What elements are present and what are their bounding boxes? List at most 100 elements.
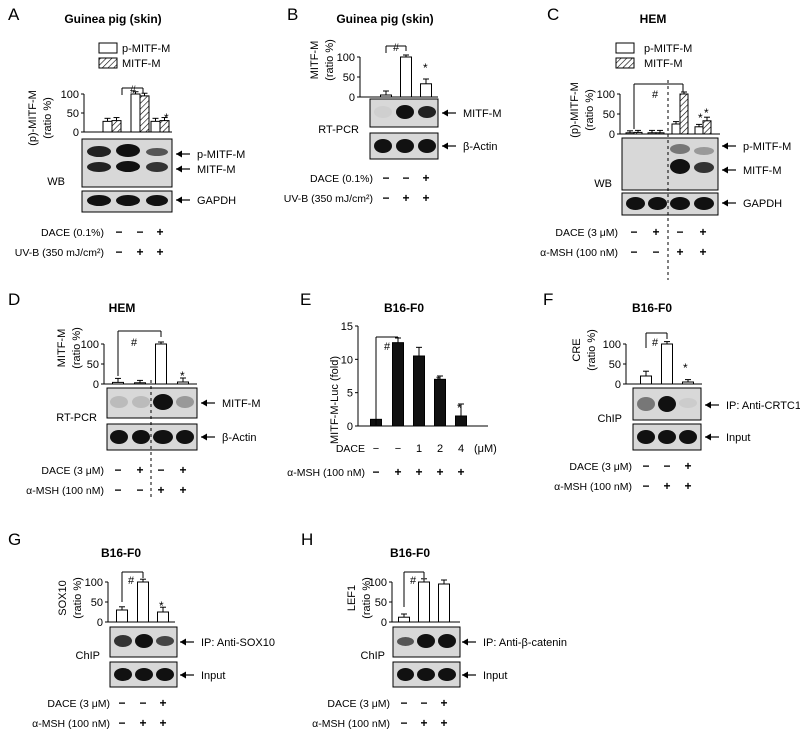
condition-value: + — [663, 479, 670, 493]
sig-marker: * — [180, 369, 185, 383]
panel-letter-E: E — [300, 290, 311, 309]
arrow-head — [462, 638, 468, 646]
band — [87, 162, 111, 172]
blot-label: IP: Anti-SOX10 — [201, 637, 275, 649]
arrow-head — [705, 401, 711, 409]
y-axis-label: MITF-M — [56, 329, 68, 367]
condition-value: − — [395, 443, 401, 455]
arrow-head — [722, 166, 728, 174]
bar-F-value — [640, 375, 652, 385]
condition-label: DACE (3 μM) — [555, 227, 618, 239]
arrow-head — [180, 638, 186, 646]
band — [87, 195, 111, 206]
sig-marker: # — [652, 337, 659, 349]
condition-label: α-MSH (100 nM) — [26, 485, 104, 497]
bar-A-MITF-M — [111, 120, 122, 133]
band — [637, 430, 655, 444]
band — [110, 430, 128, 444]
band — [146, 162, 168, 172]
band — [153, 430, 173, 444]
blot-label: p-MITF-M — [197, 149, 245, 161]
condition-label: DACE (3 μM) — [47, 698, 110, 710]
bar-E-value — [413, 355, 425, 427]
condition-value: + — [394, 465, 401, 479]
condition-value: + — [422, 171, 429, 185]
panel-title: B16-F0 — [101, 546, 141, 560]
condition-value: − — [372, 465, 379, 479]
y-tick-label: 100 — [337, 52, 355, 64]
y-tick-label: 0 — [349, 92, 355, 104]
y-tick-label: 0 — [615, 379, 621, 391]
band — [670, 159, 690, 174]
arrow-head — [705, 433, 711, 441]
y-axis-label: (ratio %) — [324, 39, 336, 81]
condition-label: DACE (3 μM) — [41, 465, 104, 477]
bar-A-MITF-M — [139, 95, 150, 133]
y-tick-label: 50 — [67, 108, 79, 120]
band — [417, 668, 435, 681]
condition-value: − — [118, 696, 125, 710]
condition-value: + — [136, 463, 143, 477]
band — [438, 634, 456, 648]
condition-value: + — [159, 716, 166, 730]
bar-C-p-MITF-M — [694, 126, 704, 135]
condition-value: − — [642, 479, 649, 493]
western-blot-gapdh — [621, 192, 719, 216]
y-tick-label: 10 — [341, 354, 353, 366]
bar-G-value — [137, 581, 149, 623]
bar-C-p-MITF-M — [625, 132, 635, 135]
band — [396, 105, 414, 119]
condition-value: − — [157, 463, 164, 477]
panel-title: B16-F0 — [390, 546, 430, 560]
blot-label: IP: Anti-CRTC1 — [726, 400, 800, 412]
condition-value: − — [373, 443, 379, 455]
band — [679, 398, 697, 408]
condition-value: − — [382, 191, 389, 205]
condition-value: + — [415, 465, 422, 479]
condition-value: − — [118, 716, 125, 730]
legend-swatch-open — [98, 42, 118, 54]
y-tick-label: 0 — [347, 421, 353, 433]
arrow-head — [201, 399, 207, 407]
y-axis-label: (p)-MITF-M — [569, 82, 581, 138]
legend-label: p-MITF-M — [644, 43, 692, 55]
y-tick-label: 50 — [91, 597, 103, 609]
arrow-head — [442, 109, 448, 117]
bar-H-value — [438, 583, 450, 623]
condition-value: + — [676, 245, 683, 259]
arrow-head — [180, 671, 186, 679]
sig-marker: * — [683, 361, 688, 375]
band — [679, 430, 697, 444]
sig-marker: # — [130, 84, 137, 96]
y-tick-label: 100 — [61, 89, 79, 101]
bar-C-p-MITF-M — [647, 132, 657, 135]
condition-value: − — [630, 225, 637, 239]
band — [146, 148, 168, 156]
condition-value: − — [402, 171, 409, 185]
legend-swatch-hatched — [615, 57, 635, 69]
band — [176, 396, 194, 408]
bar-A-p-MITF-M — [130, 93, 141, 133]
sig-marker: * — [457, 401, 462, 415]
band — [114, 635, 132, 647]
condition-value: + — [699, 225, 706, 239]
bar-G-value — [116, 609, 128, 623]
blot-label: β-Actin — [222, 432, 256, 444]
condition-label: DACE (0.1%) — [41, 227, 104, 239]
condition-value: 2 — [437, 443, 443, 455]
band — [132, 396, 150, 408]
band — [438, 668, 456, 681]
condition-value: + — [422, 191, 429, 205]
condition-value: + — [139, 716, 146, 730]
y-tick-label: 100 — [85, 577, 103, 589]
condition-value: + — [156, 225, 163, 239]
y-tick-label: 0 — [381, 617, 387, 629]
y-tick-label: 100 — [369, 577, 387, 589]
band — [135, 634, 153, 648]
blot-label: p-MITF-M — [743, 141, 791, 153]
band — [156, 636, 174, 646]
band — [87, 146, 111, 157]
y-axis-label: SOX10 — [57, 580, 69, 615]
band — [116, 161, 140, 172]
